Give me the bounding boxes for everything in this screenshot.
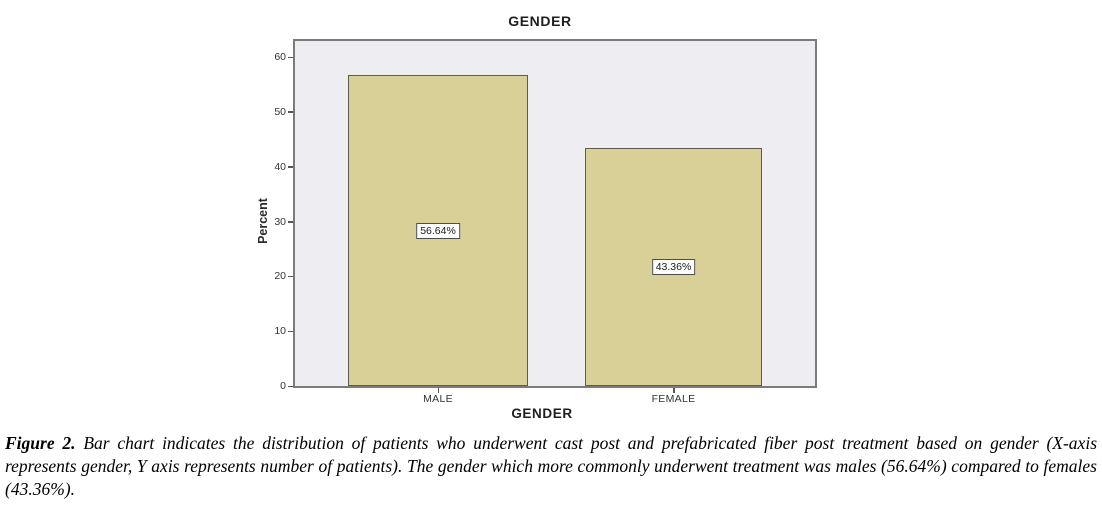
y-tick-mark bbox=[288, 221, 293, 223]
y-tick-mark bbox=[288, 330, 293, 333]
y-tick-label: 60 bbox=[274, 51, 286, 63]
y-tick-label: 40 bbox=[274, 160, 286, 173]
y-tick-mark bbox=[288, 275, 293, 278]
figure-caption: Figure 2. Bar chart indicates the distri… bbox=[5, 432, 1097, 501]
chart-title: GENDER bbox=[508, 13, 572, 29]
figure-caption-label: Figure 2. bbox=[5, 433, 76, 453]
bar-chart: GENDER Percent GENDER 0 10 20 30 40 50 60 56.64… bbox=[256, 13, 817, 421]
bar-female bbox=[585, 148, 762, 386]
y-tick-mark bbox=[288, 385, 293, 387]
y-tick-label: 50 bbox=[274, 105, 286, 118]
y-tick-mark bbox=[288, 56, 293, 58]
figure-caption-text: Bar chart indicates the distribution of … bbox=[5, 433, 1098, 499]
y-tick-label: 10 bbox=[274, 325, 286, 338]
x-category-label: MALE bbox=[423, 393, 453, 405]
bar-value-label: 43.36% bbox=[651, 259, 696, 276]
x-axis-title: GENDER bbox=[511, 406, 573, 421]
bar-value-label: 56.64% bbox=[416, 222, 460, 239]
y-tick-label: 0 bbox=[280, 380, 286, 392]
x-category-label: FEMALE bbox=[651, 393, 696, 405]
y-tick-label: 20 bbox=[274, 270, 286, 283]
y-tick-mark bbox=[288, 166, 293, 168]
x-tick-mark bbox=[437, 388, 439, 393]
y-tick-mark bbox=[288, 111, 293, 113]
x-tick-mark bbox=[673, 388, 675, 393]
y-tick-label: 30 bbox=[274, 215, 286, 228]
